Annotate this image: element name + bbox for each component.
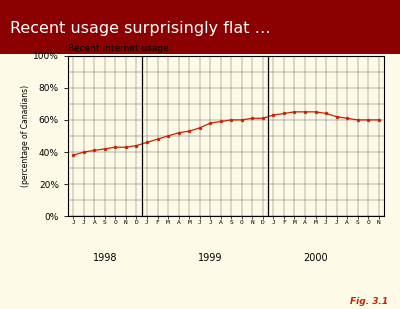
Text: Fig. 3.1: Fig. 3.1 xyxy=(350,297,388,306)
Text: 2000: 2000 xyxy=(303,253,328,263)
Text: 1999: 1999 xyxy=(198,253,222,263)
Y-axis label: (percentage of Canadians): (percentage of Canadians) xyxy=(21,85,30,187)
Text: 1998: 1998 xyxy=(93,253,117,263)
Text: Recent usage surprisingly flat …: Recent usage surprisingly flat … xyxy=(10,21,271,36)
Text: Recent Internet usage: Recent Internet usage xyxy=(68,44,169,53)
